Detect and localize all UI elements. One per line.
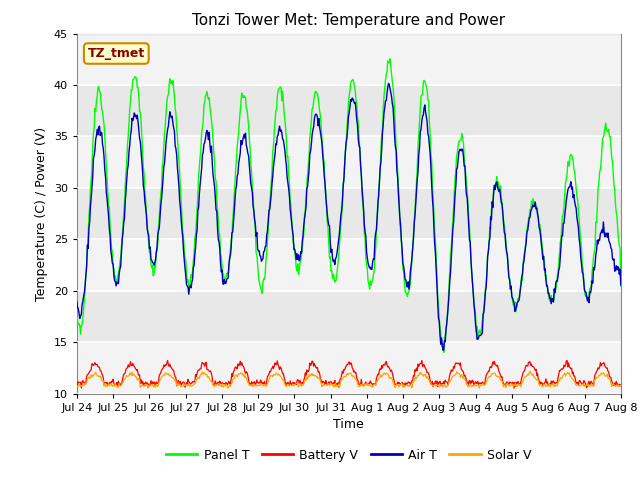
Text: TZ_tmet: TZ_tmet <box>88 47 145 60</box>
Y-axis label: Temperature (C) / Power (V): Temperature (C) / Power (V) <box>35 127 48 300</box>
X-axis label: Time: Time <box>333 418 364 431</box>
Bar <box>77 342 621 394</box>
Bar <box>77 240 621 291</box>
Bar <box>77 136 621 188</box>
Bar <box>77 34 621 85</box>
Title: Tonzi Tower Met: Temperature and Power: Tonzi Tower Met: Temperature and Power <box>192 13 506 28</box>
Legend: Panel T, Battery V, Air T, Solar V: Panel T, Battery V, Air T, Solar V <box>161 444 536 467</box>
